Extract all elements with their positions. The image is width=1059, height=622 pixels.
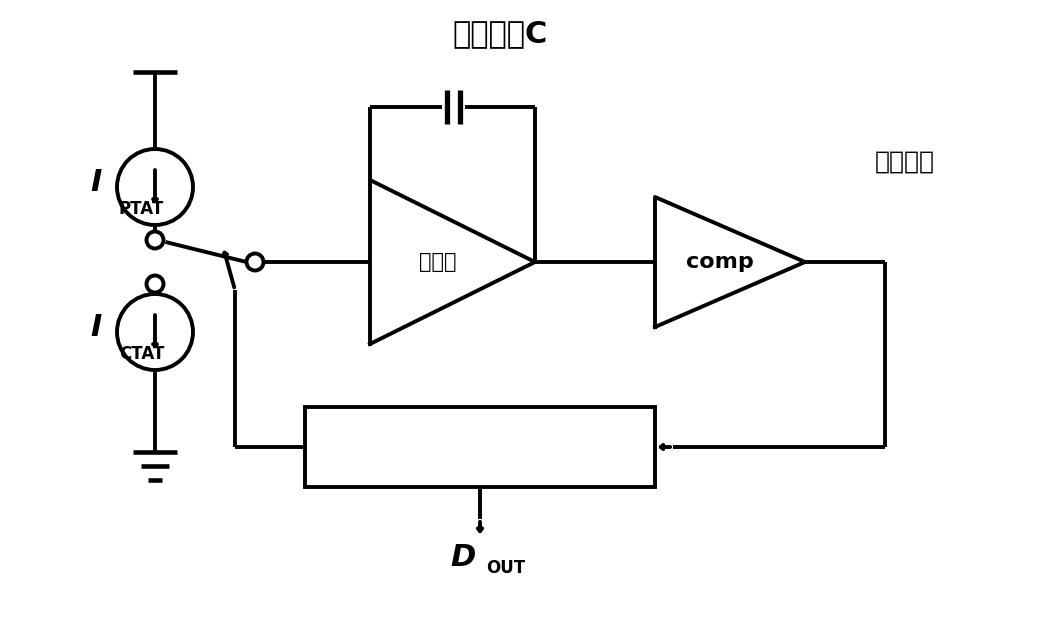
Text: OUT: OUT	[486, 559, 525, 577]
Text: 积分电容C: 积分电容C	[452, 19, 548, 49]
Text: 窗比较器: 窗比较器	[875, 150, 935, 174]
Text: D: D	[451, 543, 475, 572]
Text: PTAT: PTAT	[119, 200, 164, 218]
Text: 放大器: 放大器	[418, 252, 456, 272]
Bar	[305, 407, 656, 487]
Text: I: I	[91, 312, 102, 341]
Text: I: I	[91, 167, 102, 197]
Text: CTAT: CTAT	[119, 345, 164, 363]
Text: comp: comp	[686, 252, 754, 272]
Text: 控制与转换逻辑: 控制与转换逻辑	[438, 437, 521, 457]
